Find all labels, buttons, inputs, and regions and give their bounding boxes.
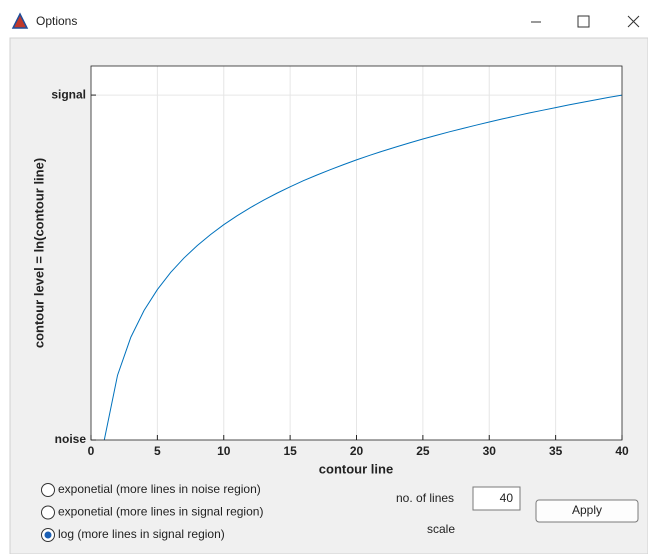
window-title: Options — [36, 14, 77, 28]
x-tick-label: 30 — [483, 444, 497, 458]
page: {"window": {"title": "Options"}, "chart_… — [0, 0, 648, 554]
lines-value[interactable]: 40 — [500, 491, 514, 505]
x-tick-label: 25 — [416, 444, 430, 458]
x-axis-label: contour line — [319, 461, 393, 476]
window: Options 0 5 10 15 20 25 30 35 40 noise signal cont… — [0, 0, 648, 554]
x-tick-label: 35 — [549, 444, 563, 458]
apply-label[interactable]: Apply — [572, 503, 602, 517]
x-tick-label: 0 — [88, 444, 95, 458]
radio-label[interactable]: exponetial (more lines in noise region) — [58, 482, 261, 496]
lines-label: no. of lines — [396, 491, 454, 505]
scale-label: scale — [427, 522, 455, 536]
y-tick-label: noise — [55, 432, 87, 446]
y-axis-label: contour level = ln(contour line) — [31, 158, 46, 348]
x-tick-label: 20 — [350, 444, 364, 458]
radio-label[interactable]: exponetial (more lines in signal region) — [58, 505, 263, 519]
x-tick-label: 15 — [283, 444, 297, 458]
radio-button[interactable] — [42, 484, 55, 497]
radio-button[interactable] — [42, 506, 55, 519]
x-tick-label: 10 — [217, 444, 231, 458]
x-tick-label: 5 — [154, 444, 161, 458]
radio-label[interactable]: log (more lines in signal region) — [58, 527, 225, 541]
radio-dot[interactable] — [45, 532, 52, 539]
y-tick-label: signal — [51, 87, 86, 101]
x-tick-label: 40 — [615, 444, 629, 458]
